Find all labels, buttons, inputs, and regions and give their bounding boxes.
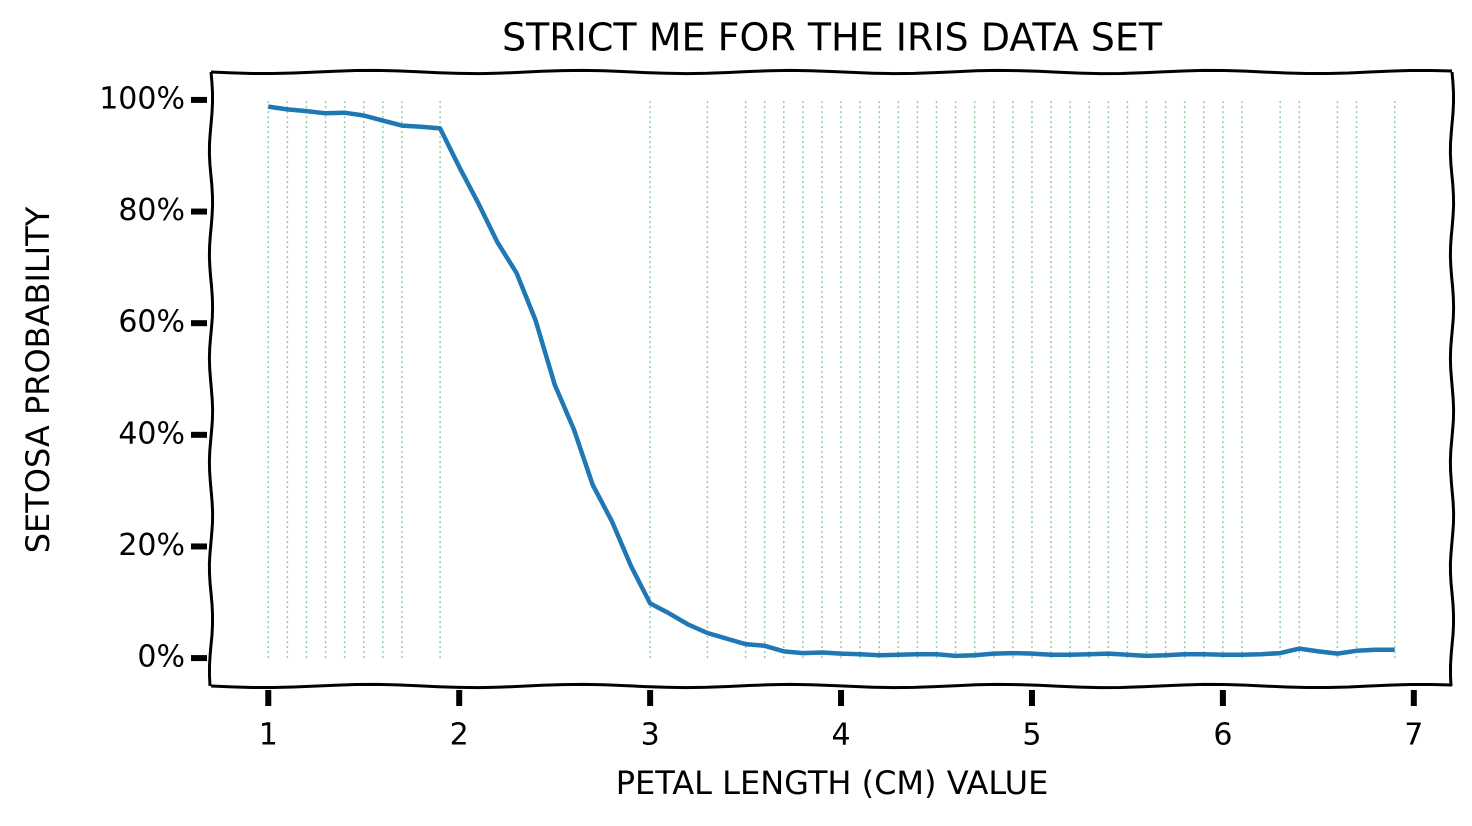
x-tick-label: 2 bbox=[450, 718, 469, 753]
y-tick-label: 40% bbox=[118, 416, 185, 451]
y-tick-label: 60% bbox=[118, 305, 185, 340]
x-axis-label: PETAL LENGTH (CM) VALUE bbox=[616, 764, 1049, 802]
y-tick-label: 100% bbox=[99, 81, 185, 116]
axis-frame bbox=[207, 71, 215, 687]
x-tick-label: 1 bbox=[259, 718, 278, 753]
y-tick-label: 20% bbox=[118, 528, 185, 563]
y-tick-label: 0% bbox=[137, 640, 185, 675]
x-tick-label: 5 bbox=[1022, 718, 1041, 753]
x-tick-label: 6 bbox=[1213, 718, 1232, 753]
x-tick-label: 7 bbox=[1404, 718, 1423, 753]
y-tick-label: 80% bbox=[118, 193, 185, 228]
axis-frame bbox=[1448, 71, 1456, 687]
axis-frame bbox=[210, 68, 1453, 76]
x-tick-label: 3 bbox=[641, 718, 660, 753]
axis-frame bbox=[210, 682, 1453, 690]
x-tick-label: 4 bbox=[831, 718, 850, 753]
y-axis-label: SETOSA PROBABILITY bbox=[19, 206, 57, 553]
data-line bbox=[267, 104, 1395, 659]
chart-title: STRICT ME FOR THE IRIS DATA SET bbox=[502, 16, 1163, 60]
